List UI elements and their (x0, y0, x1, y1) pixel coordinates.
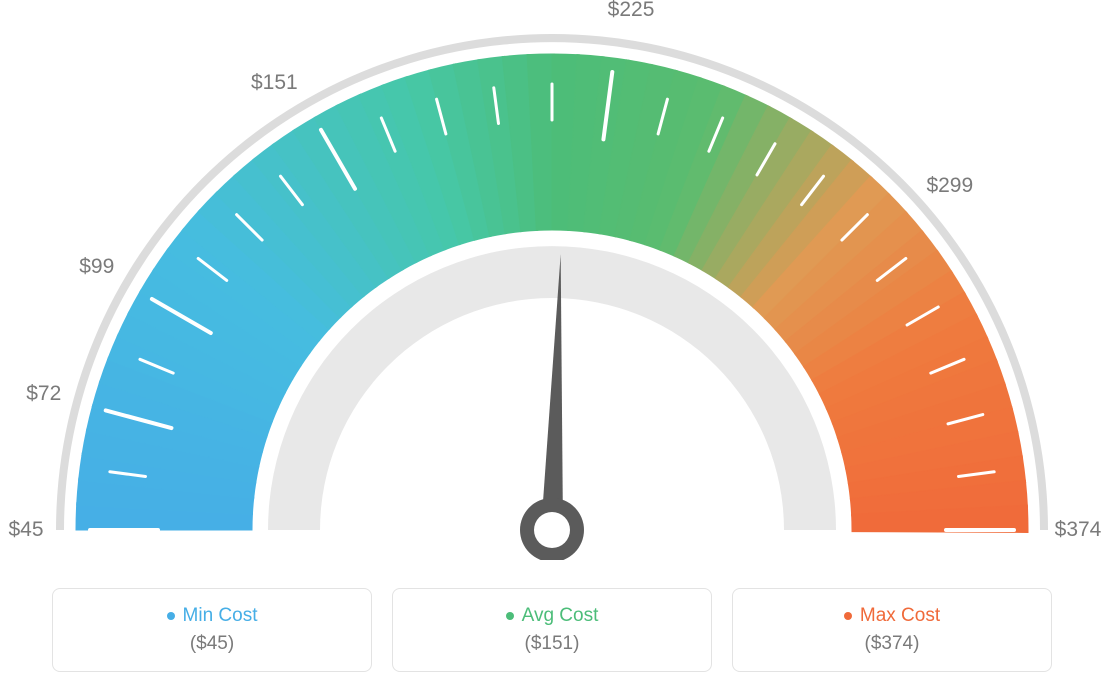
legend-card-max: Max Cost ($374) (732, 588, 1052, 672)
gauge-tick-label: $374 (1055, 518, 1102, 542)
legend-label-min: Min Cost (183, 605, 258, 627)
legend: Min Cost ($45) Avg Cost ($151) Max Cost … (52, 588, 1052, 672)
legend-dot-max (844, 612, 852, 620)
cost-gauge: $45$72$99$151$225$299$374 (32, 0, 1072, 560)
legend-title-max: Max Cost (844, 605, 940, 627)
gauge-tick-label: $299 (926, 174, 973, 198)
legend-title-min: Min Cost (167, 605, 258, 627)
legend-card-min: Min Cost ($45) (52, 588, 372, 672)
legend-dot-avg (506, 612, 514, 620)
legend-value-max: ($374) (865, 633, 920, 655)
legend-label-avg: Avg Cost (522, 605, 599, 627)
gauge-tick-label: $45 (8, 518, 43, 542)
gauge-tick-label: $225 (608, 0, 655, 22)
gauge-svg (32, 0, 1072, 560)
gauge-tick-label: $151 (251, 71, 298, 95)
legend-dot-min (167, 612, 175, 620)
legend-label-max: Max Cost (860, 605, 940, 627)
legend-title-avg: Avg Cost (506, 605, 599, 627)
legend-card-avg: Avg Cost ($151) (392, 588, 712, 672)
legend-value-min: ($45) (190, 633, 234, 655)
gauge-tick-label: $72 (26, 382, 61, 406)
legend-value-avg: ($151) (525, 633, 580, 655)
gauge-tick-label: $99 (79, 255, 114, 279)
